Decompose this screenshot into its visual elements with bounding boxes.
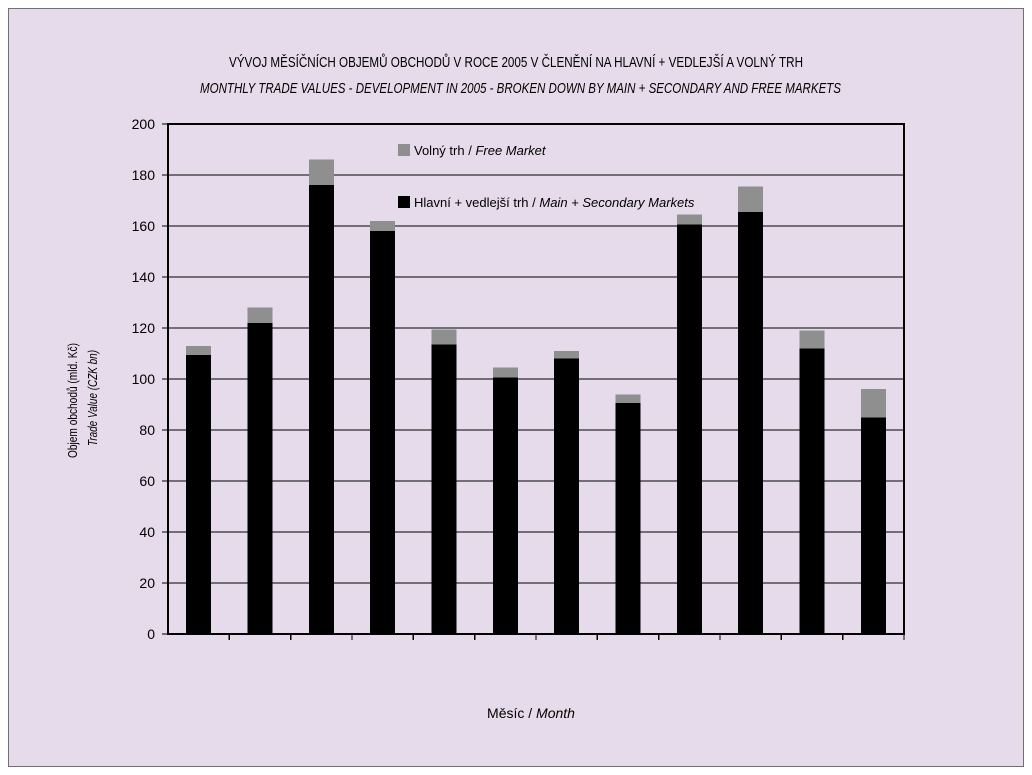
legend-label-separator: / [465,143,476,158]
x-axis-label-separator: / [524,705,536,721]
bar-free-market-3 [308,159,334,186]
bar-main-secondary-markets-2 [247,322,273,634]
chart-subtitle: MONTHLY TRADE VALUES - DEVELOPMENT IN 20… [200,81,841,97]
legend-label-en: Main + Secondary Markets [539,195,694,210]
bar-free-market-6 [492,367,518,378]
bar-free-market-2 [247,307,273,323]
y-axis-label-en: Trade Value (CZK bn) [85,350,100,446]
legend-swatch-main-secondary-markets [398,196,410,208]
legend-item-main-secondary-markets: Hlavní + vedlejší trh / Main + Secondary… [398,195,695,210]
legend: Volný trh / Free Market Hlavní + vedlejš… [398,143,695,210]
y-tick-label: 60 [139,473,155,489]
y-tick-label: 180 [132,167,156,183]
y-axis: 0 20 40 60 80 100 120 140 160 180 200 [132,116,168,642]
x-axis-label-en: Month [536,705,575,721]
y-tick-label: 20 [139,575,155,591]
legend-label-cz: Hlavní + vedlejší trh [414,195,529,210]
bar-free-market-12 [860,389,886,418]
legend-label-separator: / [529,195,540,210]
bar-free-market-4 [370,220,396,232]
gridlines [168,174,904,584]
bar-free-market-8 [615,394,641,404]
bar-free-market-10 [738,186,764,212]
bar-main-secondary-markets-5 [431,344,457,634]
y-axis-label-cz: Objem obchodů (mld. Kč) [65,343,80,458]
bar-main-secondary-markets-11 [799,348,825,634]
bar-free-market-1 [186,345,212,355]
bar-free-market-11 [799,330,825,349]
x-axis [228,634,905,640]
bar-main-secondary-markets-1 [186,354,212,634]
legend-label-free-market: Volný trh / Free Market [414,143,547,158]
y-tick-label: 40 [139,524,155,540]
bar-series [186,159,886,634]
y-tick-label: 120 [132,320,156,336]
legend-item-free-market: Volný trh / Free Market [398,143,547,158]
legend-label-main-secondary-markets: Hlavní + vedlejší trh / Main + Secondary… [414,195,695,210]
bar-free-market-5 [431,329,457,345]
bar-main-secondary-markets-8 [615,403,641,634]
bar-main-secondary-markets-4 [370,231,396,634]
x-axis-label: Měsíc / Month [487,705,575,721]
y-tick-label: 200 [132,116,156,132]
bar-main-secondary-markets-3 [308,185,334,634]
chart-title: VÝVOJ MĚSÍČNÍCH OBJEMŮ OBCHODŮ V ROCE 20… [229,53,803,71]
bar-free-market-9 [676,214,702,225]
x-axis-label-cz: Měsíc [487,705,524,721]
legend-label-en: Free Market [475,143,546,158]
y-tick-label: 100 [132,371,156,387]
y-tick-label: 80 [139,422,155,438]
bar-free-market-7 [554,350,580,359]
bar-main-secondary-markets-9 [676,224,702,634]
bar-main-secondary-markets-12 [860,417,886,634]
y-tick-label: 140 [132,269,156,285]
bar-main-secondary-markets-10 [738,211,764,634]
y-tick-label: 0 [147,626,155,642]
bar-main-secondary-markets-6 [492,377,518,634]
y-tick-label: 160 [132,218,156,234]
legend-label-cz: Volný trh [414,143,465,158]
bar-main-secondary-markets-7 [554,358,580,634]
legend-swatch-free-market [398,144,410,156]
